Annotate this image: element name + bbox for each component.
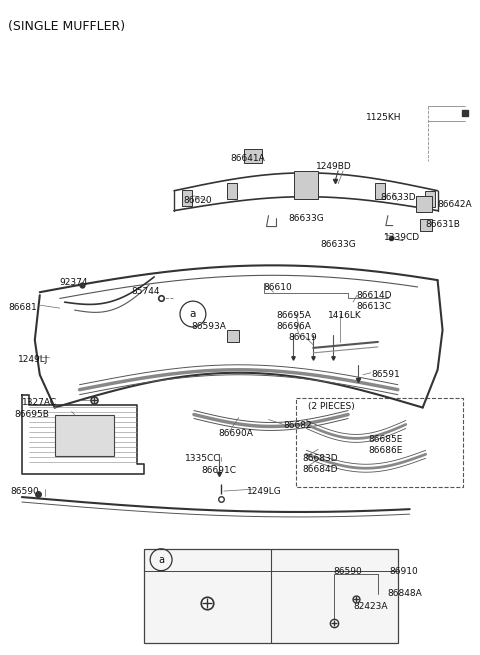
Text: 86691C: 86691C [201, 466, 236, 476]
Text: 86686E: 86686E [368, 446, 402, 455]
Text: 86695A: 86695A [276, 311, 312, 320]
Text: 1339CD: 1339CD [384, 233, 420, 242]
Text: 86683D: 86683D [302, 455, 338, 463]
Text: 86613C: 86613C [356, 302, 391, 311]
Text: 86695B: 86695B [14, 409, 49, 419]
Text: 86633G: 86633G [288, 214, 324, 223]
Bar [420, 219, 432, 231]
Text: 86610: 86610 [264, 283, 292, 292]
Text: 1327AC: 1327AC [22, 398, 57, 407]
Text: 86682: 86682 [284, 421, 312, 430]
Text: 86681: 86681 [8, 303, 36, 312]
Text: 86848A: 86848A [388, 589, 422, 597]
Text: 1249LG: 1249LG [247, 487, 281, 496]
Text: a: a [158, 555, 164, 565]
Text: 1416LK: 1416LK [328, 311, 362, 320]
Text: 86620: 86620 [183, 196, 212, 205]
Text: 86619: 86619 [288, 333, 317, 342]
Bar [294, 171, 318, 198]
Text: 86910: 86910 [390, 567, 419, 576]
Text: 86614D: 86614D [356, 291, 392, 300]
Text: 86590: 86590 [333, 567, 362, 576]
Bar [244, 149, 262, 163]
Text: 1335CC: 1335CC [185, 455, 220, 463]
Text: 92374: 92374 [60, 278, 88, 288]
Text: a: a [190, 309, 196, 319]
Bar [227, 183, 237, 198]
Text: 86684D: 86684D [302, 465, 338, 474]
FancyBboxPatch shape [144, 549, 398, 643]
Text: 86641A: 86641A [231, 154, 265, 163]
Text: 86633D: 86633D [380, 193, 416, 202]
Bar [374, 183, 384, 198]
Bar [227, 330, 239, 342]
Text: (2 PIECES): (2 PIECES) [308, 402, 355, 411]
Text: 85744: 85744 [131, 288, 160, 296]
Text: 86593A: 86593A [191, 322, 226, 331]
Text: 86633G: 86633G [320, 240, 356, 250]
Text: 86591: 86591 [371, 370, 400, 379]
Bar [182, 190, 192, 206]
Text: 86590: 86590 [10, 487, 39, 496]
Text: 86631B: 86631B [426, 219, 460, 229]
Text: (SINGLE MUFFLER): (SINGLE MUFFLER) [8, 20, 125, 33]
Bar [416, 196, 432, 212]
Text: 86696A: 86696A [276, 322, 312, 331]
Text: 1125KH: 1125KH [366, 113, 401, 122]
Text: 1249BD: 1249BD [316, 162, 352, 171]
Text: 86642A: 86642A [438, 200, 472, 209]
Text: 82423A: 82423A [353, 603, 387, 612]
Text: 1249LJ: 1249LJ [18, 355, 48, 364]
Text: 86690A: 86690A [219, 430, 253, 438]
Bar [425, 191, 435, 207]
Text: 86685E: 86685E [368, 436, 402, 444]
Bar [55, 415, 114, 457]
